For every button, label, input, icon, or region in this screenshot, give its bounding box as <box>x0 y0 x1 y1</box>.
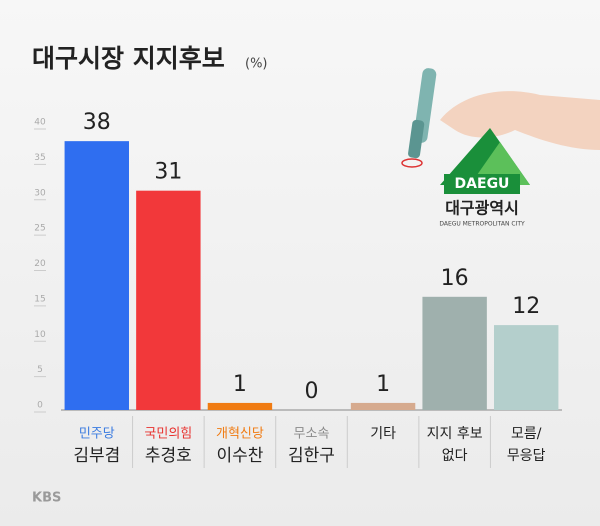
value-label: 1 <box>376 372 390 397</box>
logo-subtitle: DAEGU METROPOLITAN CITY <box>439 221 525 228</box>
x-tick-label: 개혁신당 <box>216 427 264 442</box>
y-tick-label: 0 <box>37 401 43 411</box>
logo-brand: DAEGU <box>455 176 510 192</box>
value-label: 38 <box>83 110 111 135</box>
hand-illustration <box>401 68 600 168</box>
y-tick-label: 35 <box>34 153 45 163</box>
value-label: 31 <box>154 160 182 185</box>
bar <box>422 296 487 410</box>
x-tick-label: 추경호 <box>145 446 192 466</box>
x-tick-label: 이수찬 <box>216 446 263 466</box>
bar <box>207 402 273 410</box>
x-tick-label: 김부겸 <box>73 446 120 466</box>
logo-name: 대구광역시 <box>445 199 519 218</box>
x-tick-label: 없다 <box>442 448 468 464</box>
bar <box>494 325 559 410</box>
x-tick-label: 기타 <box>370 426 396 442</box>
x-tick-label: 지지 후보 <box>427 426 483 442</box>
value-label: 1 <box>233 372 247 397</box>
bar <box>350 402 416 410</box>
y-tick-label: 20 <box>34 259 46 269</box>
y-tick-label: 25 <box>34 224 45 234</box>
unit-label: (%) <box>245 57 268 72</box>
x-tick-label: 모름/ <box>511 426 542 442</box>
y-tick-label: 10 <box>34 330 46 340</box>
x-tick-label: 민주당 <box>79 427 115 442</box>
x-tick-label: 김한구 <box>288 446 335 466</box>
watermark: KBS <box>32 491 61 506</box>
y-tick-label: 40 <box>34 118 46 128</box>
bar <box>136 190 201 410</box>
y-tick-label: 15 <box>34 294 45 304</box>
x-tick-label: 무소속 <box>294 427 330 442</box>
value-label: 12 <box>512 294 540 319</box>
y-tick-label: 30 <box>34 188 46 198</box>
value-label: 16 <box>441 266 469 291</box>
value-label: 0 <box>305 379 319 404</box>
x-tick-label: 무응답 <box>507 448 546 464</box>
x-tick-label: 국민의힘 <box>144 427 192 442</box>
logo: DAEGU 대구광역시 DAEGU METROPOLITAN CITY <box>439 128 530 228</box>
y-tick-label: 5 <box>37 365 43 375</box>
bar <box>64 141 129 410</box>
chart-title: 대구시장 지지후보 <box>32 44 225 73</box>
